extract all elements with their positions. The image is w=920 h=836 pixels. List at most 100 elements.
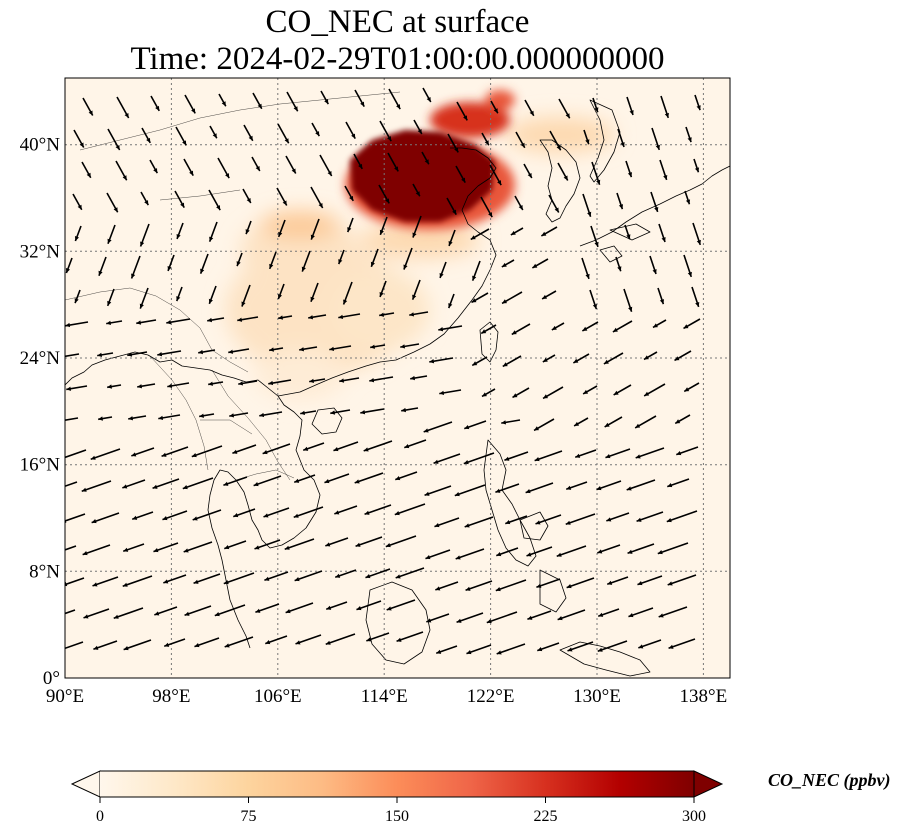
wind-arrow-shaft [81, 480, 112, 492]
wind-arrow-shaft [396, 631, 424, 643]
wind-arrow-head [526, 552, 532, 557]
wind-arrow-head [401, 407, 407, 413]
wind-arrow-head [596, 486, 602, 491]
wind-arrow-head [52, 551, 57, 555]
wind-arrow-head [486, 619, 492, 624]
wind-arrow-head [278, 315, 283, 320]
wind-arrow-shaft [626, 479, 656, 491]
wind-arrow-head [618, 204, 624, 210]
wind-arrow-shaft [455, 548, 485, 560]
wind-arrow-shaft [82, 544, 111, 556]
wind-arrow-head [214, 612, 220, 617]
wind-arrow-shaft [668, 638, 696, 650]
wind-arrow-head [603, 359, 609, 364]
wind-arrow-head [200, 268, 205, 274]
wind-arrow-head [426, 96, 431, 102]
wind-arrow-head [652, 269, 657, 275]
wind-arrow-head [132, 515, 138, 520]
wind-arrow-head [86, 172, 91, 178]
wind-arrow-head [674, 356, 680, 361]
wind-arrow-head [424, 159, 429, 165]
wind-arrow-head [113, 614, 119, 619]
wind-arrow-shaft [65, 609, 76, 615]
wind-arrow-head [182, 485, 188, 490]
wind-arrow-head [370, 261, 375, 267]
wind-arrow-shaft [565, 513, 596, 525]
wind-arrow-head [107, 238, 112, 244]
wind-arrow-head [65, 582, 68, 587]
wind-arrow-head [661, 237, 666, 243]
wind-arrow-head [253, 482, 259, 487]
wind-arrow-head [532, 263, 538, 268]
borneo-island [365, 581, 431, 665]
wind-arrow-head [394, 166, 399, 172]
wind-arrow-head [184, 611, 190, 616]
wind-arrow-head [501, 420, 507, 425]
wind-arrow-head [358, 163, 363, 169]
wind-arrow-head [74, 298, 79, 304]
wind-arrow-head [351, 133, 356, 139]
wind-arrow-head [594, 107, 599, 113]
wind-arrow-shaft [386, 599, 416, 611]
wind-arrow-head [484, 140, 489, 146]
lat-tick-label: 8°N [29, 561, 60, 582]
wind-arrow-head [481, 392, 487, 397]
wind-arrow-head [551, 325, 557, 330]
wind-arrow-head [65, 322, 71, 328]
mainland-asia-coast [65, 351, 321, 649]
wind-arrow-head [423, 428, 429, 433]
wind-arrow-head [167, 383, 173, 389]
wind-arrow-head [592, 304, 597, 309]
wind-arrow-head [277, 294, 282, 299]
wind-arrow-shaft [385, 535, 417, 548]
wind-arrow-shaft [65, 545, 77, 551]
wind-arrow-head [74, 236, 79, 241]
wind-arrow-head [131, 273, 136, 279]
wind-arrow-shaft [193, 573, 221, 585]
wind-arrow-head [594, 241, 599, 247]
wind-arrow-head [291, 168, 296, 174]
wind-arrow-head [158, 415, 164, 421]
wind-arrow-head [223, 481, 229, 486]
colorbar-extend-min [70, 770, 101, 798]
wind-arrow-head [189, 170, 194, 176]
wind-arrow-head [310, 296, 315, 302]
wind-arrow-head [122, 484, 128, 489]
wind-arrow-shaft [161, 446, 189, 458]
wind-arrow-head [255, 165, 260, 171]
wind-arrow-head [461, 177, 466, 183]
wind-arrow-shaft [191, 445, 223, 458]
shikoku-island [609, 223, 651, 241]
visayas-islands [519, 511, 549, 541]
wind-arrow-head [163, 579, 169, 584]
wind-arrow-head [131, 452, 137, 457]
wind-arrow-head [612, 327, 618, 332]
wind-arrow-head [554, 207, 559, 213]
wind-arrow-head [466, 650, 472, 655]
wind-arrow-shaft [525, 482, 554, 494]
wind-arrow-shaft [424, 485, 452, 497]
lat-tick-label: 40°N [20, 135, 61, 156]
wind-arrow-head [617, 266, 622, 272]
lon-tick-label: 90°E [46, 686, 84, 707]
wind-arrow-shaft [464, 516, 494, 528]
wind-arrow-head [534, 426, 540, 431]
wind-arrow-head [448, 303, 453, 309]
wind-arrow-shaft [284, 538, 315, 550]
wind-arrow-head [338, 314, 344, 320]
wind-arrow-head [635, 454, 641, 459]
colorbar-label: CO_NEC (ppbv) [768, 770, 891, 790]
wind-arrow-head [696, 105, 701, 111]
wind-arrow-shaft [354, 472, 384, 484]
wind-arrow-head [400, 344, 406, 349]
wind-arrow-head [379, 291, 384, 297]
wind-arrow-head [209, 236, 214, 242]
wind-arrow-head [426, 618, 432, 623]
wind-arrow-shaft [423, 421, 453, 433]
wind-arrow-head [338, 259, 343, 265]
wind-arrow-shaft [325, 633, 356, 645]
wind-arrow-head [356, 606, 362, 611]
wind-arrow-head [520, 142, 525, 148]
lon-tick-label: 98°E [152, 686, 190, 707]
wind-arrow-head [557, 616, 563, 621]
